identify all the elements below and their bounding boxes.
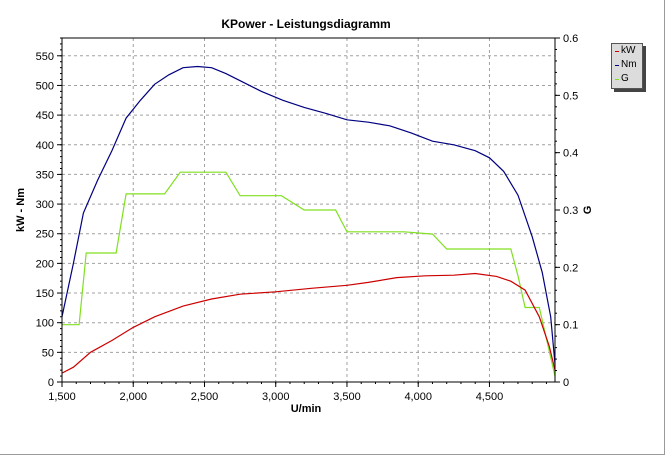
x-axis-title: U/min	[291, 403, 322, 415]
x-tick-label: 3,500	[333, 391, 361, 403]
y-tick-label: 0	[48, 377, 54, 389]
y2-axis-ticks: 0 0.1 0.2 0.3 0.4 0.5 0.6	[555, 33, 578, 389]
y2-tick-label: 0.6	[563, 33, 578, 45]
x-tick-label: 4,500	[476, 391, 504, 403]
x-tick-label: 1,500	[48, 391, 76, 403]
legend-label-g: G	[621, 73, 629, 84]
y-tick-label: 200	[36, 258, 54, 270]
x-tick-label: 3,000	[262, 391, 290, 403]
series-lines	[61, 65, 556, 377]
y2-tick-label: 0.3	[563, 205, 578, 217]
y-tick-label: 500	[36, 80, 54, 92]
y-tick-label: 450	[36, 110, 54, 122]
y2-tick-label: 0.4	[563, 148, 578, 160]
y2-tick-label: 0.5	[563, 90, 578, 102]
gridlines	[62, 38, 555, 382]
legend-label-kw: kW	[621, 45, 636, 56]
legend-item-nm: Nm	[612, 58, 642, 72]
y-tick-label: 550	[36, 51, 54, 63]
legend-item-g: G	[612, 72, 642, 86]
y-axis-title: kW - Nm	[15, 188, 27, 232]
legend: kW Nm G	[611, 43, 643, 89]
series-line-kw	[61, 272, 556, 374]
y-tick-label: 350	[36, 169, 54, 181]
x-tick-label: 4,000	[404, 391, 432, 403]
y-tick-label: 400	[36, 140, 54, 152]
chart-title: KPower - Leistungsdiagramm	[221, 17, 390, 31]
x-tick-label: 2,500	[191, 391, 219, 403]
legend-label-nm: Nm	[621, 59, 637, 70]
legend-item-kw: kW	[612, 44, 642, 58]
legend-swatch-g	[615, 78, 619, 80]
y-tick-label: 250	[36, 229, 54, 241]
legend-swatch-kw	[615, 50, 619, 52]
y-tick-label: 50	[42, 347, 54, 359]
y2-tick-label: 0	[563, 377, 569, 389]
y2-tick-label: 0.2	[563, 262, 578, 274]
legend-swatch-nm	[615, 64, 619, 66]
series-line-nm	[61, 65, 556, 365]
y2-tick-label: 0.1	[563, 320, 578, 332]
y-tick-label: 100	[36, 318, 54, 330]
y-tick-label: 150	[36, 288, 54, 300]
series-line-g	[62, 171, 556, 377]
y-tick-label: 300	[36, 199, 54, 211]
x-tick-label: 2,000	[119, 391, 147, 403]
y-axis-ticks: 0 50 100 150 200 250 300 350 400 450 500 550	[36, 37, 62, 389]
x-axis-ticks: 1,500 2,000 2,500 3,000 3,500 4,000 4,500	[48, 382, 547, 403]
y2-axis-title: G	[582, 206, 594, 215]
